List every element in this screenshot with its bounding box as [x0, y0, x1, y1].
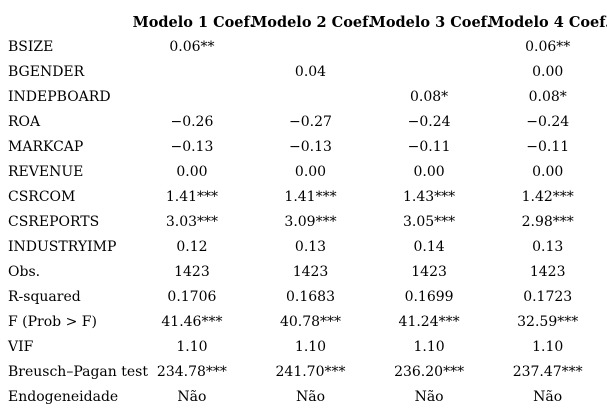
row-label: R-squared [8, 288, 81, 305]
coefficient-cell: Não [177, 388, 207, 405]
coefficient-cell: 237.47*** [512, 363, 583, 380]
coefficient-cell: 41.24*** [398, 313, 460, 330]
coefficient-cell: 1.10 [294, 338, 327, 355]
table-header: Modelo 1 Coef. Modelo 2 Coef. Modelo 3 C… [0, 0, 607, 34]
row-label: BGENDER [8, 63, 85, 80]
coefficient-cell: 0.06** [525, 38, 571, 55]
coefficient-cell: 241.70*** [275, 363, 346, 380]
coefficient-cell: 0.00 [294, 163, 327, 180]
header-row: Modelo 1 Coef. Modelo 2 Coef. Modelo 3 C… [0, 0, 607, 34]
row-label: INDEPBOARD [8, 88, 111, 105]
coefficient-cell: 0.13 [532, 238, 564, 255]
row-label: REVENUE [8, 163, 84, 180]
column-header-model-3: Modelo 3 Coef. [369, 14, 492, 31]
column-header-model-2: Modelo 2 Coef. [251, 14, 373, 31]
column-header-model-4: Modelo 4 Coef. [488, 14, 607, 31]
coefficient-cell: 0.00 [532, 163, 564, 180]
column-header-model-1: Modelo 1 Coef. [132, 14, 255, 31]
table-row: CSRCOM 1.41*** 1.41*** 1.43*** 1.42*** [0, 184, 607, 209]
coefficient-cell: −0.11 [407, 138, 451, 155]
row-label: F (Prob > F) [8, 313, 97, 330]
coefficient-cell: 0.00 [413, 163, 445, 180]
coefficient-cell: 1423 [529, 263, 566, 280]
coefficient-cell: 3.05*** [403, 213, 456, 230]
coefficient-cell: 32.59*** [517, 313, 579, 330]
row-label: BSIZE [8, 38, 54, 55]
coefficient-cell: 0.12 [176, 238, 208, 255]
table-row: Obs. 1423 1423 1423 1423 [0, 259, 607, 284]
table-row: INDUSTRYIMP 0.12 0.13 0.14 0.13 [0, 234, 607, 259]
table-row: R-squared 0.1706 0.1683 0.1699 0.1723 [0, 284, 607, 309]
coefficient-cell: 1.10 [176, 338, 208, 355]
coefficient-cell: 0.1723 [523, 288, 573, 305]
row-label: INDUSTRYIMP [8, 238, 117, 255]
coefficient-cell [370, 34, 489, 59]
coefficient-cell: −0.27 [289, 113, 332, 130]
corner-cell [0, 0, 133, 34]
coefficient-cell [251, 84, 370, 109]
coefficient-cell: 1.43*** [403, 188, 456, 205]
coefficient-cell: 2.98*** [521, 213, 574, 230]
coefficient-cell: 3.09*** [284, 213, 337, 230]
table-body: BSIZE 0.06** 0.06** BGENDER 0.04 0.00 INDEPBOA… [0, 34, 607, 409]
coefficient-cell: −0.24 [526, 113, 570, 130]
coefficient-cell: −0.13 [170, 138, 214, 155]
coefficient-cell: −0.24 [407, 113, 451, 130]
row-label: VIF [8, 338, 34, 355]
coefficient-cell: 40.78*** [279, 313, 342, 330]
table-row: VIF 1.10 1.10 1.10 1.10 [0, 334, 607, 359]
row-label: Endogeneidade [8, 388, 119, 405]
table-row: BGENDER 0.04 0.00 [0, 59, 607, 84]
coefficient-cell: Não [533, 388, 563, 405]
coefficient-cell: Não [295, 388, 326, 405]
row-label: Obs. [8, 263, 41, 280]
coefficient-cell: 41.46*** [161, 313, 223, 330]
coefficient-cell: 1.10 [413, 338, 445, 355]
coefficient-cell: 234.78*** [156, 363, 227, 380]
table-row: Breusch–Pagan test 234.78*** 241.70*** 236.… [0, 359, 607, 384]
table-row: F (Prob > F) 41.46*** 40.78*** 41.24*** 32.5… [0, 309, 607, 334]
table-row: INDEPBOARD 0.08* 0.08* [0, 84, 607, 109]
row-label: ROA [8, 113, 41, 130]
coefficient-cell [133, 59, 252, 84]
coefficient-cell: Não [414, 388, 444, 405]
coefficient-cell: 1423 [411, 263, 447, 280]
coefficient-cell [133, 84, 252, 109]
coefficient-cell: 236.20*** [394, 363, 465, 380]
coefficient-cell: 0.04 [294, 63, 327, 80]
coefficient-cell: 0.00 [176, 163, 208, 180]
table-row: MARKCAP −0.13 −0.13 −0.11 −0.11 [0, 134, 607, 159]
table-row: CSREPORTS 3.03*** 3.09*** 3.05*** 2.98*** [0, 209, 607, 234]
row-label: CSRCOM [8, 188, 76, 205]
coefficient-cell: 0.1683 [286, 288, 335, 305]
coefficient-cell: 0.08* [528, 88, 567, 105]
row-label: MARKCAP [8, 138, 84, 155]
table-row: Endogeneidade Não Não Não Não [0, 384, 607, 409]
coefficient-cell: 3.03*** [165, 213, 219, 230]
coefficient-cell: 1.41*** [165, 188, 219, 205]
table-row: BSIZE 0.06** 0.06** [0, 34, 607, 59]
coefficient-cell: 0.14 [413, 238, 445, 255]
coefficient-cell: 1.10 [532, 338, 564, 355]
coefficient-cell: 1423 [292, 263, 329, 280]
coefficient-cell: 0.00 [532, 63, 564, 80]
coefficient-cell: −0.13 [289, 138, 332, 155]
coefficient-cell: 0.06** [169, 38, 215, 55]
coefficient-cell: 0.1699 [404, 288, 454, 305]
table-row: REVENUE 0.00 0.00 0.00 0.00 [0, 159, 607, 184]
coefficient-cell: −0.26 [170, 113, 214, 130]
coefficient-cell: 1.41*** [284, 188, 337, 205]
coefficient-cell: 0.1706 [167, 288, 217, 305]
row-label: Breusch–Pagan test [8, 363, 148, 380]
coefficient-cell [251, 34, 370, 59]
coefficient-cell: −0.11 [526, 138, 570, 155]
coefficient-cell [370, 59, 489, 84]
coefficient-cell: 0.08* [410, 88, 449, 105]
table-row: ROA −0.26 −0.27 −0.24 −0.24 [0, 109, 607, 134]
coefficient-cell: 0.13 [294, 238, 327, 255]
coefficient-cell: 1423 [174, 263, 210, 280]
coefficient-cell: 1.42*** [521, 188, 574, 205]
row-label: CSREPORTS [8, 213, 100, 230]
